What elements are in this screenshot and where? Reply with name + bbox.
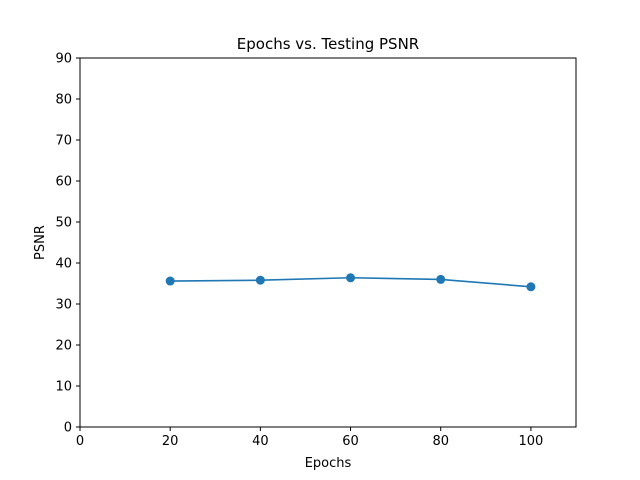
data-point (165, 276, 175, 286)
x-axis-label: Epochs (305, 456, 352, 471)
axis-ticks: 0 20 40 60 80 100 0 10 20 30 40 50 60 70 80 90 (55, 52, 543, 450)
y-tick-label: 10 (55, 380, 72, 395)
y-tick-label: 70 (55, 134, 72, 149)
y-axis-label: PSNR (33, 225, 48, 260)
y-tick-label: 80 (55, 93, 72, 108)
x-tick-label: 60 (342, 434, 359, 449)
y-tick-label: 50 (55, 216, 72, 231)
y-tick-label: 30 (55, 298, 72, 313)
y-tick-label: 20 (55, 339, 72, 354)
data-point (436, 274, 446, 284)
data-point (346, 273, 356, 283)
data-point (526, 282, 536, 292)
series-group (165, 273, 536, 292)
y-tick-label: 40 (55, 257, 72, 272)
y-tick-label: 60 (55, 175, 72, 190)
x-tick-label: 80 (432, 434, 449, 449)
x-tick-label: 0 (76, 434, 84, 449)
y-tick-label: 90 (55, 52, 72, 67)
x-tick-label: 100 (518, 434, 543, 449)
plot-frame (79, 57, 577, 428)
chart-title: Epochs vs. Testing PSNR (237, 35, 419, 53)
x-tick-label: 20 (162, 434, 179, 449)
x-tick-label: 40 (252, 434, 269, 449)
data-point (255, 275, 265, 285)
y-tick-label: 0 (64, 421, 72, 436)
